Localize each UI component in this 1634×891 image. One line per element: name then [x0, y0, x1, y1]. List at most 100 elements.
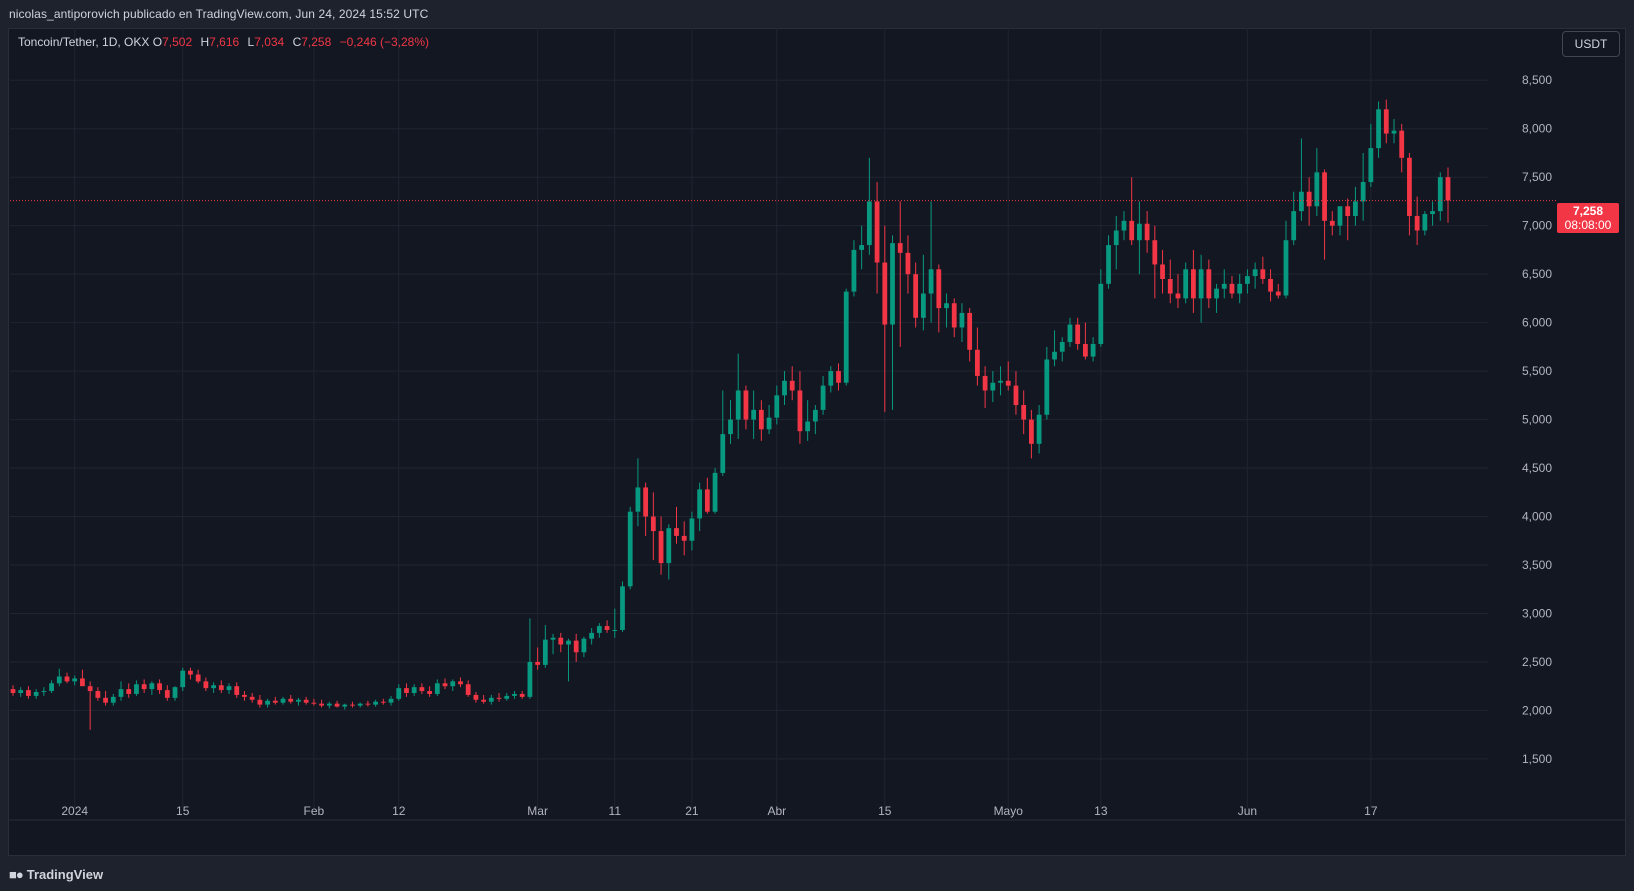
candle-body [604, 626, 610, 630]
candle-body [998, 380, 1003, 383]
candle-body [1175, 293, 1181, 299]
candle [1337, 206, 1343, 236]
candle-body [504, 695, 510, 699]
candle [558, 632, 564, 653]
x-tick-label: 13 [1094, 804, 1108, 818]
candle-body [458, 681, 463, 685]
candle-body [1028, 419, 1034, 444]
change-value: −0,246 (−3,28%) [339, 35, 430, 49]
candle [1275, 283, 1281, 299]
candle [272, 696, 278, 705]
candle-body [967, 312, 973, 350]
candle-body [944, 303, 949, 309]
y-tick-label: 7,000 [1522, 219, 1552, 233]
candle [188, 667, 193, 680]
candle-body [1075, 324, 1081, 344]
candle-body [689, 518, 695, 541]
y-tick-label: 5,000 [1522, 413, 1552, 427]
candle-body [820, 385, 826, 410]
candle [110, 693, 116, 706]
candle [1198, 254, 1204, 323]
candle [481, 694, 487, 704]
candle-body [164, 690, 170, 698]
candle [874, 182, 880, 294]
candle [249, 692, 255, 703]
symbol-legend[interactable]: Toncoin/Tether, 1D, OKX O7,502 H7,616 L7… [18, 35, 429, 49]
candle [465, 680, 471, 697]
candle-body [41, 691, 47, 693]
candle [1422, 211, 1428, 236]
candle-body [1376, 109, 1381, 149]
candle [488, 694, 494, 705]
candle-body [496, 697, 502, 699]
candle-body [326, 703, 332, 706]
candle-body [1221, 283, 1227, 289]
candle-body [1013, 385, 1019, 406]
candle-body [1191, 269, 1196, 299]
tradingview-logo-icon: ■● [9, 866, 24, 882]
symbol-name[interactable]: Toncoin/Tether, 1D, OKX [18, 35, 150, 49]
candle-body [1437, 177, 1443, 212]
candle [1345, 198, 1351, 241]
candle [743, 385, 749, 430]
candle [396, 684, 402, 701]
candle [373, 699, 378, 707]
candle-body [265, 700, 270, 705]
candle-body [1198, 269, 1204, 299]
candle-body [828, 371, 834, 386]
x-tick-label: Feb [304, 804, 325, 818]
candle-body [211, 685, 216, 689]
candle [1175, 274, 1181, 309]
candle [1299, 138, 1304, 221]
currency-button[interactable]: USDT [1562, 31, 1620, 57]
candle-body [33, 692, 39, 696]
candle [1221, 269, 1227, 299]
candle [1353, 186, 1358, 226]
candle [666, 524, 672, 580]
candle [1052, 330, 1057, 367]
candle-body [512, 693, 517, 696]
candle-body [596, 626, 602, 633]
candle-body [905, 252, 911, 275]
candle [905, 235, 911, 294]
candle [820, 375, 826, 415]
candle [10, 685, 16, 696]
candle-body [434, 683, 440, 694]
candle-body [56, 676, 62, 684]
candle [859, 225, 865, 270]
x-tick-label: Mayo [994, 804, 1024, 818]
candle [519, 691, 525, 699]
candle [180, 667, 186, 692]
footer-brand[interactable]: ■● TradingView [9, 864, 103, 884]
candle-body [288, 698, 294, 702]
candle-body [1113, 230, 1119, 246]
candle-body [1275, 291, 1281, 296]
candle-body [843, 291, 849, 383]
candle-body [1167, 278, 1173, 294]
candle [735, 353, 741, 439]
candle [658, 516, 664, 575]
y-tick-label: 6,000 [1522, 316, 1552, 330]
candle-body [974, 349, 980, 376]
candle-body [1137, 223, 1142, 241]
candle [1245, 269, 1250, 294]
candlestick-chart[interactable]: 1,500 2,000 2,500 3,000 3,500 4,000 4,500 5,000… [8, 28, 1626, 856]
candle-body [1214, 288, 1219, 299]
candle [1028, 409, 1034, 459]
candle [581, 636, 587, 658]
y-tick-label: 1,500 [1522, 752, 1552, 766]
candle-body [951, 303, 957, 328]
candle-body [49, 683, 54, 692]
candle [1314, 148, 1320, 216]
candle [836, 363, 841, 391]
candle-body [1152, 240, 1158, 265]
candle [496, 692, 502, 702]
candle [681, 521, 687, 556]
candle [164, 685, 170, 701]
candle [589, 628, 595, 645]
candle-body [1345, 206, 1351, 216]
candle [566, 638, 571, 682]
candle-body [566, 640, 571, 645]
candle [620, 581, 625, 632]
candle [303, 696, 309, 705]
